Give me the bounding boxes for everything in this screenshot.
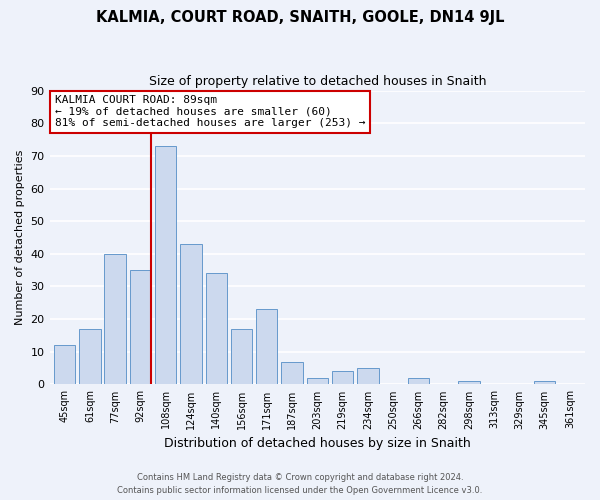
Bar <box>79 329 101 384</box>
Text: Contains HM Land Registry data © Crown copyright and database right 2024.
Contai: Contains HM Land Registry data © Crown c… <box>118 474 482 495</box>
Bar <box>281 362 303 384</box>
Bar <box>231 329 252 384</box>
Bar <box>104 254 126 384</box>
Title: Size of property relative to detached houses in Snaith: Size of property relative to detached ho… <box>149 75 486 88</box>
Y-axis label: Number of detached properties: Number of detached properties <box>15 150 25 325</box>
Bar <box>407 378 429 384</box>
Bar <box>256 310 277 384</box>
Bar <box>180 244 202 384</box>
Bar <box>307 378 328 384</box>
Bar <box>332 372 353 384</box>
Bar <box>54 345 76 385</box>
Bar <box>357 368 379 384</box>
Text: KALMIA, COURT ROAD, SNAITH, GOOLE, DN14 9JL: KALMIA, COURT ROAD, SNAITH, GOOLE, DN14 … <box>96 10 504 25</box>
Bar <box>206 274 227 384</box>
Bar <box>130 270 151 384</box>
Text: KALMIA COURT ROAD: 89sqm
← 19% of detached houses are smaller (60)
81% of semi-d: KALMIA COURT ROAD: 89sqm ← 19% of detach… <box>55 95 365 128</box>
Bar <box>155 146 176 384</box>
Bar <box>458 381 479 384</box>
Bar <box>534 381 556 384</box>
X-axis label: Distribution of detached houses by size in Snaith: Distribution of detached houses by size … <box>164 437 470 450</box>
